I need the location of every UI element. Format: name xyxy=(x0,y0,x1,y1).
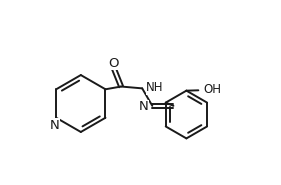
Text: O: O xyxy=(108,57,119,70)
Text: N: N xyxy=(139,100,148,113)
Text: N: N xyxy=(50,119,60,132)
Text: NH: NH xyxy=(146,81,164,94)
Text: OH: OH xyxy=(203,83,221,96)
